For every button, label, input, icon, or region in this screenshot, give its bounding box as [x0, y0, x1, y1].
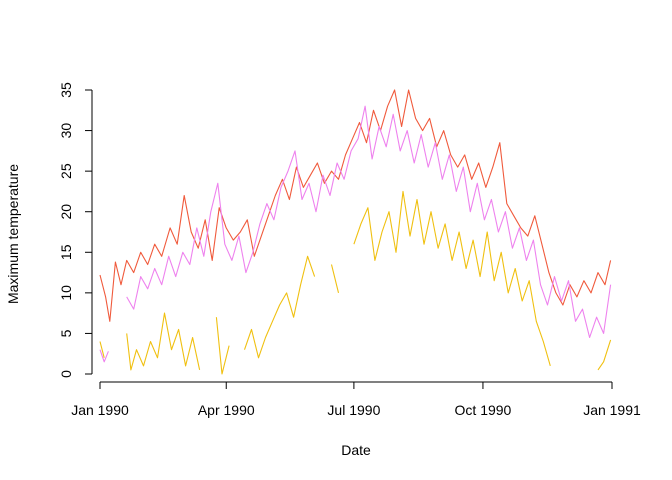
series-layer: [99, 89, 612, 375]
y-tick-label: 5: [58, 329, 74, 337]
x-ticks: Jan 1990 Apr 1990 Jul 1990 Oct 1990 Jan 1991: [71, 382, 641, 418]
y-tick-label: 0: [58, 370, 74, 378]
axes-layer: [91, 90, 612, 383]
x-tick-label: Oct 1990: [455, 402, 512, 418]
x-axis-title: Date: [341, 442, 371, 458]
x-tick-label: Apr 1990: [198, 402, 255, 418]
y-tick-label: 20: [58, 204, 74, 220]
series-3-line: [99, 190, 612, 375]
y-ticks: 0 5 10 15 20 25 30 35: [58, 82, 92, 378]
y-tick-label: 25: [58, 163, 74, 179]
x-tick-label: Jul 1990: [327, 402, 380, 418]
series-2-line: [99, 105, 612, 363]
y-axis-title: Maximum temperature: [5, 164, 21, 304]
y-tick-label: 35: [58, 82, 74, 98]
y-tick-label: 30: [58, 123, 74, 139]
y-tick-label: 10: [58, 285, 74, 301]
x-tick-label: Jan 1991: [583, 402, 641, 418]
y-tick-label: 15: [58, 244, 74, 260]
series-1-line: [99, 89, 612, 322]
x-tick-label: Jan 1990: [71, 402, 129, 418]
